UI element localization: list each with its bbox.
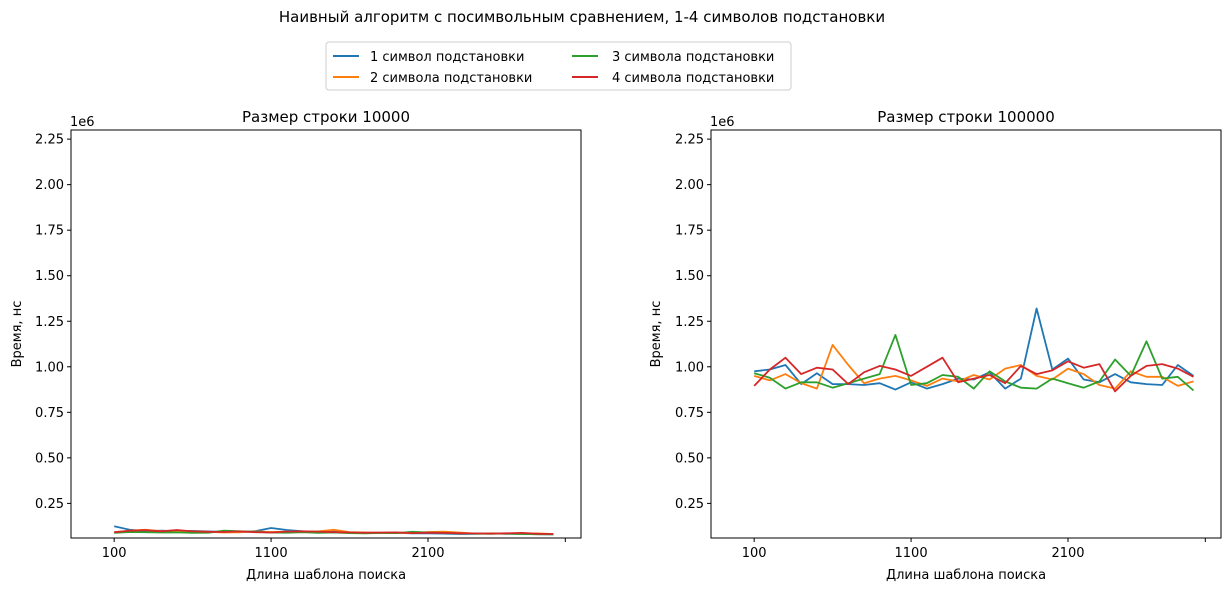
axes-left-ytick-label: 0.75	[35, 406, 64, 421]
axes-right-title: Размер строки 100000	[877, 108, 1055, 126]
axes-left-plot-area	[113, 525, 554, 536]
axes-right-ytick-label: 1.75	[675, 224, 704, 239]
legend: 1 символ подстановки 2 символа подстанов…	[325, 41, 792, 91]
axes-left-ytick-label: 0.25	[35, 497, 64, 512]
axes-right-ytick-label: 1.25	[675, 315, 704, 330]
legend-label-1: 1 символ подстановки	[370, 50, 524, 65]
axes-right-series-line-2	[753, 343, 1194, 390]
axes-right-ytick-label: 2.00	[675, 178, 704, 193]
axes-left-title: Размер строки 10000	[242, 108, 410, 126]
figure-suptitle: Наивный алгоритм с посимвольным сравнени…	[279, 8, 885, 26]
axes-right-y-offset-label: 1e6	[710, 115, 735, 130]
axes-right-series-line-4	[753, 356, 1194, 393]
axes-left-frame	[70, 129, 582, 539]
legend-frame	[325, 41, 792, 91]
axes-right-frame	[710, 129, 1222, 539]
axes-left-ytick-label: 1.00	[35, 360, 64, 375]
axes-right-y-label: Время, нс	[649, 301, 664, 368]
legend-label-3: 3 символа подстановки	[612, 50, 774, 65]
axes-left-y-label: Время, нс	[10, 301, 25, 368]
axes-right-x-label: Длина шаблона поиска	[886, 568, 1046, 583]
axes-left-xtick-label: 1100	[255, 546, 288, 561]
axes-right-series-line-3	[753, 333, 1195, 392]
legend-entry-1: 1 символ подстановки	[333, 50, 524, 65]
axes-right-ytick-label: 0.75	[675, 406, 704, 421]
axes-right: Размер строки 100000 1e6 Длина шаблона п…	[649, 108, 1222, 583]
legend-entry-2: 2 символа подстановки	[333, 71, 532, 86]
axes-left-ytick-label: 2.00	[35, 178, 64, 193]
axes-left-ytick-label: 1.75	[35, 224, 64, 239]
legend-entry-4: 4 символа подстановки	[572, 71, 774, 86]
axes-left-ytick-label: 1.50	[35, 269, 64, 284]
axes-left-ytick-label: 1.25	[35, 315, 64, 330]
axes-left-xtick-label: 100	[102, 546, 127, 561]
axes-left-ytick-label: 0.50	[35, 451, 64, 466]
axes-left-xtick-label: 2100	[411, 546, 444, 561]
legend-label-2: 2 символа подстановки	[370, 71, 532, 86]
legend-entry-3: 3 символа подстановки	[572, 50, 774, 65]
axes-left-x-label: Длина шаблона поиска	[246, 568, 406, 583]
axes-left-ytick-label: 2.25	[35, 133, 64, 148]
axes-right-xtick-label: 1100	[895, 546, 928, 561]
axes-right-ytick-label: 1.50	[675, 269, 704, 284]
axes-right-ytick-label: 1.00	[675, 360, 704, 375]
axes-left: Размер строки 10000 1e6 Длина шаблона по…	[10, 108, 582, 583]
axes-right-xtick-label: 100	[742, 546, 767, 561]
axes-right-ytick-label: 0.25	[675, 497, 704, 512]
axes-right-xtick-label: 2100	[1051, 546, 1084, 561]
axes-right-ytick-label: 2.25	[675, 133, 704, 148]
axes-right-ticks: 0.25 0.50 0.75 1.00 1.25 1.50 1.75 2.00 2.25 100 1…	[675, 133, 1206, 561]
axes-left-y-offset-label: 1e6	[70, 115, 95, 130]
axes-left-series-line-4	[114, 529, 554, 535]
axes-right-ytick-label: 0.50	[675, 451, 704, 466]
legend-label-4: 4 символа подстановки	[612, 71, 774, 86]
axes-left-ticks: 0.25 0.50 0.75 1.00 1.25 1.50 1.75 2.00 2.25 100 1…	[35, 133, 566, 561]
axes-right-plot-area	[753, 307, 1195, 393]
